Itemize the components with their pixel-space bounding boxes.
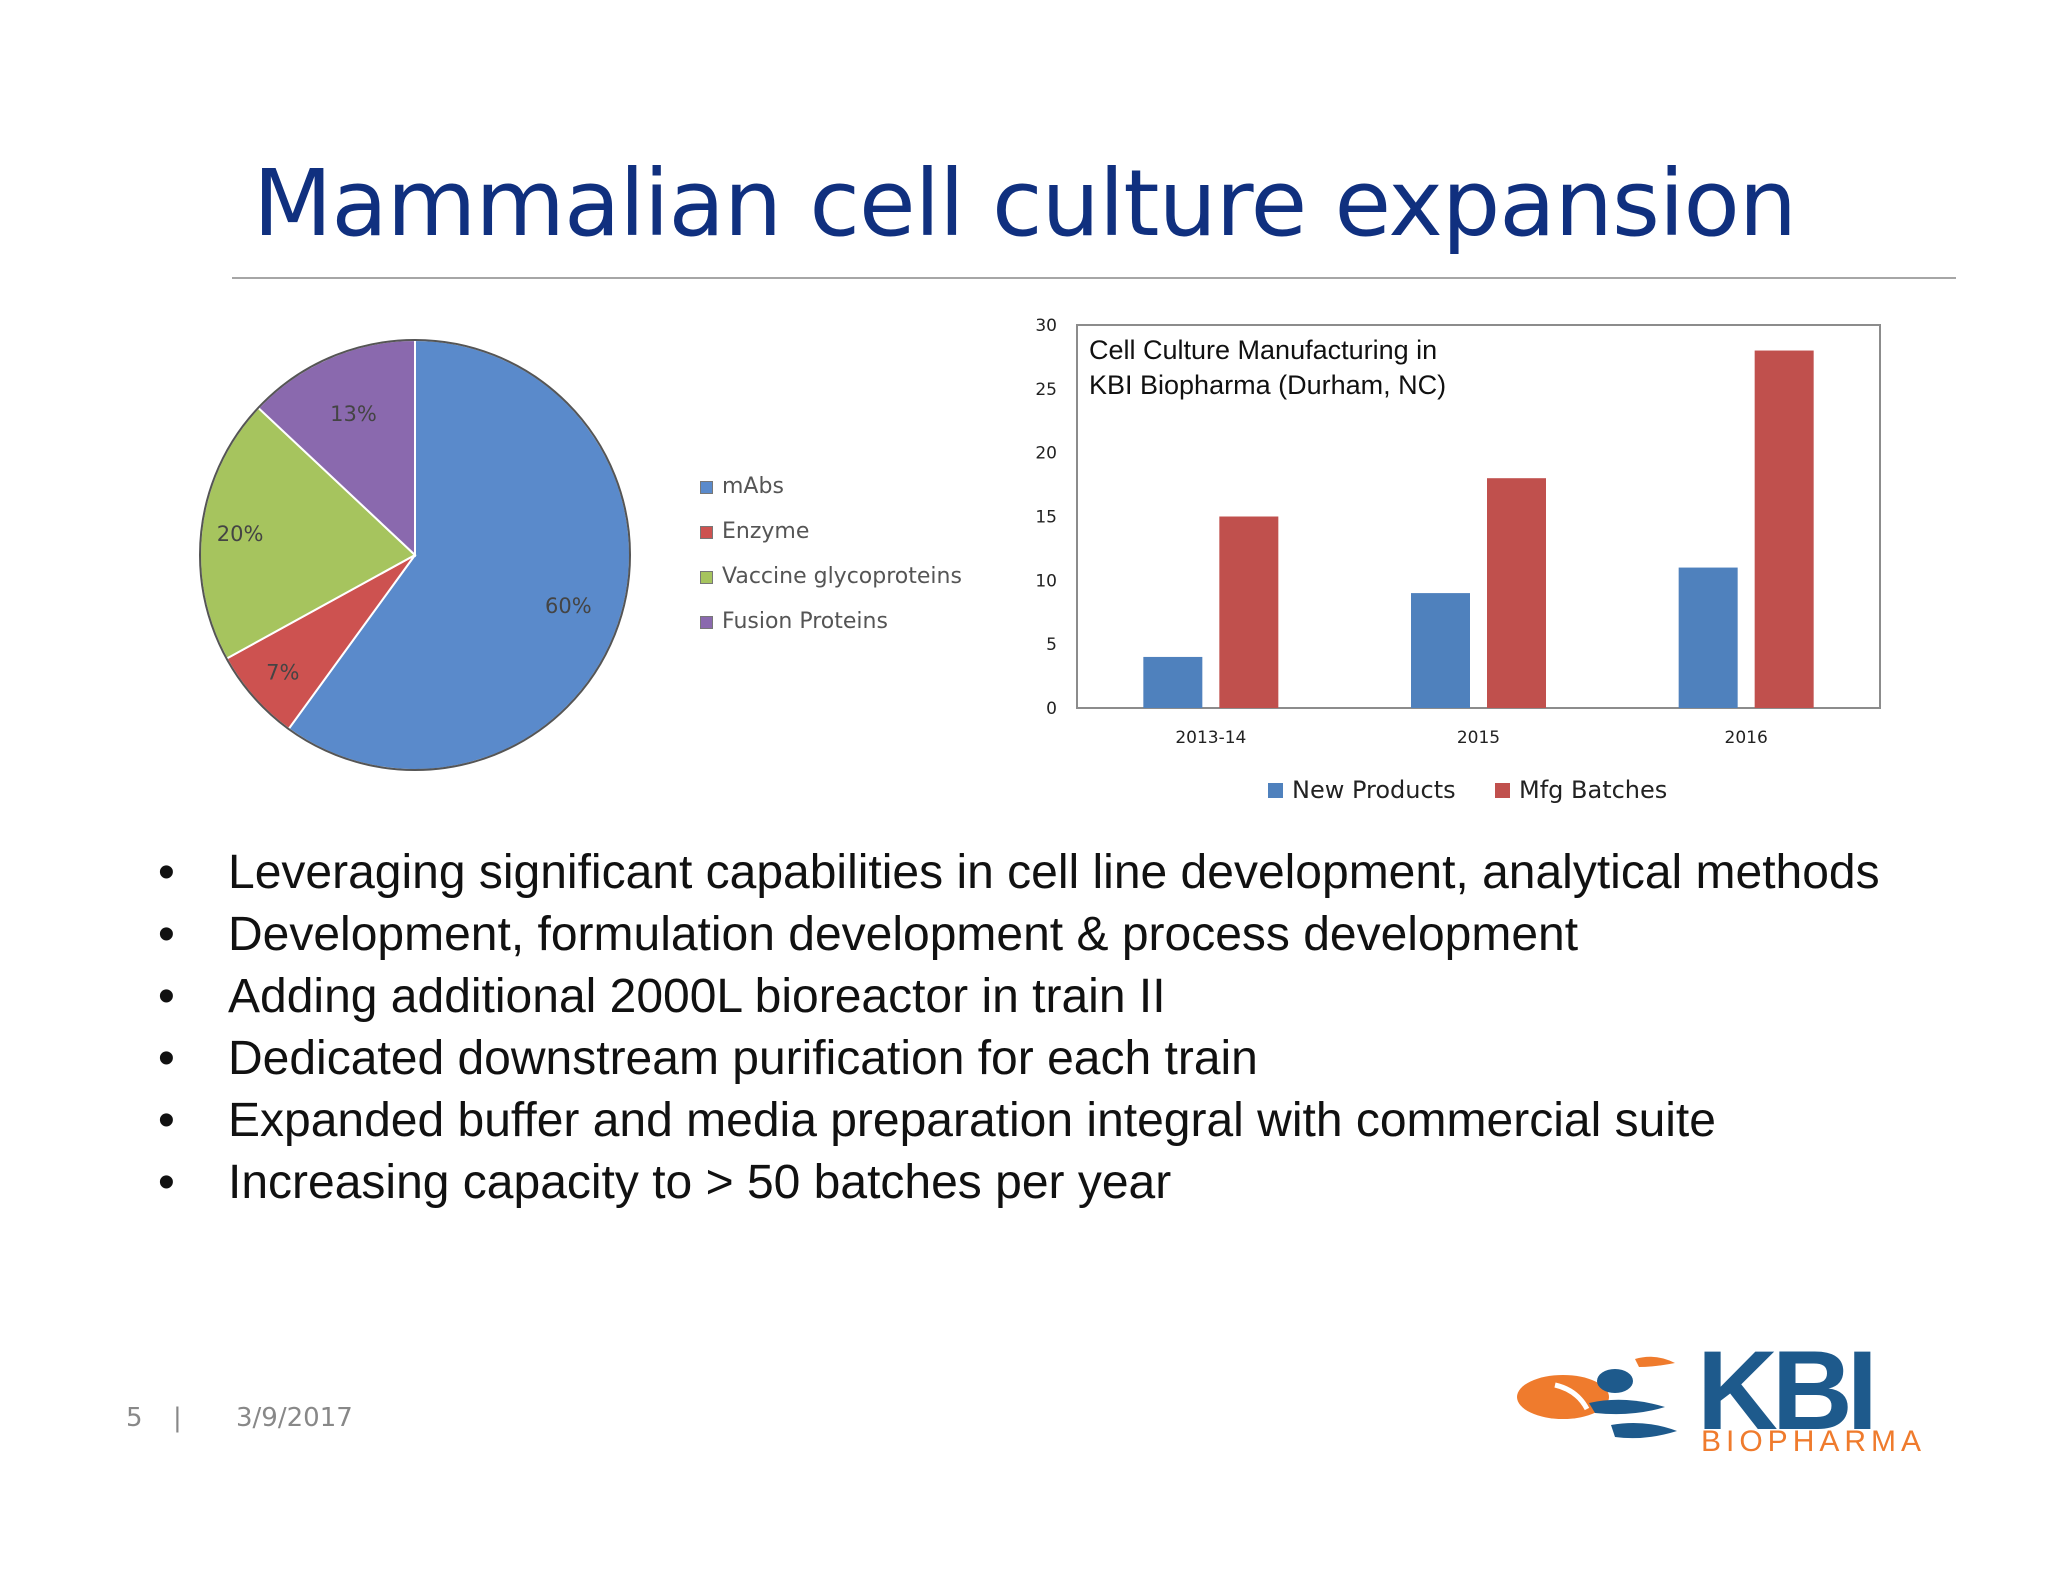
bar-new-products bbox=[1143, 656, 1203, 708]
page-number: 5 bbox=[126, 1403, 143, 1433]
chart-title-line: Cell Culture Manufacturing in bbox=[1089, 335, 1437, 365]
y-tick-label: 30 bbox=[1035, 316, 1057, 336]
kbi-biopharma-logo: KBI BIOPHARMA bbox=[1515, 1331, 1930, 1465]
bullet-text: Dedicated downstream purification for ea… bbox=[228, 1032, 1258, 1085]
pie-data-label: 20% bbox=[217, 522, 264, 546]
logo-name: KBI bbox=[1697, 1328, 1878, 1453]
bullet-symbol: • bbox=[158, 1032, 175, 1085]
plot-area bbox=[1076, 324, 1881, 709]
bar-mfg-batches bbox=[1219, 516, 1279, 708]
legend-label: New Products bbox=[1292, 776, 1456, 804]
legend-swatch bbox=[700, 616, 713, 629]
y-tick-label: 0 bbox=[1046, 699, 1057, 719]
legend-item-fusion-proteins: Fusion Proteins bbox=[700, 605, 1000, 650]
pie-data-label: 7% bbox=[266, 661, 299, 685]
bullet-item: • Adding additional 2000L bioreactor in t… bbox=[150, 966, 1930, 1028]
logo-mark-icon bbox=[1517, 1356, 1677, 1439]
y-tick-label: 25 bbox=[1035, 380, 1057, 400]
bar-new-products bbox=[1411, 593, 1470, 708]
legend-label: Mfg Batches bbox=[1519, 776, 1667, 804]
bullet-symbol: • bbox=[158, 846, 175, 899]
title-divider bbox=[232, 277, 1956, 279]
bullet-symbol: • bbox=[158, 1156, 175, 1209]
legend-item-mabs: mAbs bbox=[700, 470, 1000, 515]
bullet-item: • Dedicated downstream purification for e… bbox=[150, 1028, 1930, 1090]
logo-subtitle: BIOPHARMA bbox=[1701, 1425, 1927, 1458]
bullet-text: Development, formulation development & p… bbox=[228, 908, 1579, 961]
legend-swatch bbox=[1495, 783, 1510, 798]
bullet-symbol: • bbox=[158, 970, 175, 1023]
y-tick-label: 5 bbox=[1046, 635, 1057, 655]
pie-legend: mAbs Enzyme Vaccine glycoproteins Fusion… bbox=[700, 470, 1000, 650]
legend-label: mAbs bbox=[722, 474, 784, 499]
legend-swatch bbox=[700, 526, 713, 539]
bullet-list: • Leveraging significant capabilities in … bbox=[150, 842, 1930, 1214]
bullet-text: Increasing capacity to > 50 batches per … bbox=[228, 1156, 1172, 1209]
y-tick-label: 15 bbox=[1035, 508, 1057, 528]
footer-date: 3/9/2017 bbox=[236, 1403, 353, 1433]
bullet-text: Leveraging significant capabilities in c… bbox=[228, 846, 1880, 899]
pie-chart: 60% 7% 20% 13% bbox=[199, 338, 631, 771]
bullet-text: Adding additional 2000L bioreactor in tr… bbox=[228, 970, 1166, 1023]
pie-outline bbox=[199, 339, 631, 771]
x-tick-label: 2013-14 bbox=[1175, 728, 1246, 748]
bar-new-products bbox=[1678, 567, 1738, 708]
bullet-item: • Increasing capacity to > 50 batches per… bbox=[150, 1152, 1930, 1214]
bar-chart: 0 5 10 15 20 25 30 2013-14 2015 2016 Cell Culture … bbox=[1035, 316, 1881, 804]
bar-mfg-batches bbox=[1754, 350, 1814, 708]
legend-swatch bbox=[700, 481, 713, 494]
legend-label: Enzyme bbox=[722, 519, 810, 544]
bullet-item: • Leveraging significant capabilities in … bbox=[150, 842, 1930, 904]
bullet-symbol: • bbox=[158, 908, 175, 961]
slide-title: Mammalian cell culture expansion bbox=[253, 150, 1797, 257]
bullet-text: Expanded buffer and media preparation in… bbox=[228, 1094, 1716, 1147]
legend-label: Vaccine glycoproteins bbox=[722, 564, 962, 589]
legend-item-vaccine-glycoproteins: Vaccine glycoproteins bbox=[700, 560, 1000, 605]
pie-data-label: 60% bbox=[545, 594, 592, 618]
legend-swatch bbox=[700, 571, 713, 584]
bullet-symbol: • bbox=[158, 1094, 175, 1147]
x-tick-label: 2015 bbox=[1457, 728, 1500, 748]
bullet-item: • Development, formulation development & … bbox=[150, 904, 1930, 966]
x-tick-label: 2016 bbox=[1725, 728, 1768, 748]
chart-title-line: KBI Biopharma (Durham, NC) bbox=[1089, 370, 1446, 400]
bar-mfg-batches bbox=[1487, 478, 1546, 708]
legend-item-enzyme: Enzyme bbox=[700, 515, 1000, 560]
legend-swatch bbox=[1268, 783, 1283, 798]
bullet-item: • Expanded buffer and media preparation i… bbox=[150, 1090, 1930, 1152]
pie-data-label: 13% bbox=[330, 402, 377, 426]
y-tick-label: 20 bbox=[1035, 444, 1057, 464]
legend-label: Fusion Proteins bbox=[722, 609, 888, 634]
footer-separator: | bbox=[173, 1403, 182, 1433]
y-tick-label: 10 bbox=[1035, 571, 1057, 591]
